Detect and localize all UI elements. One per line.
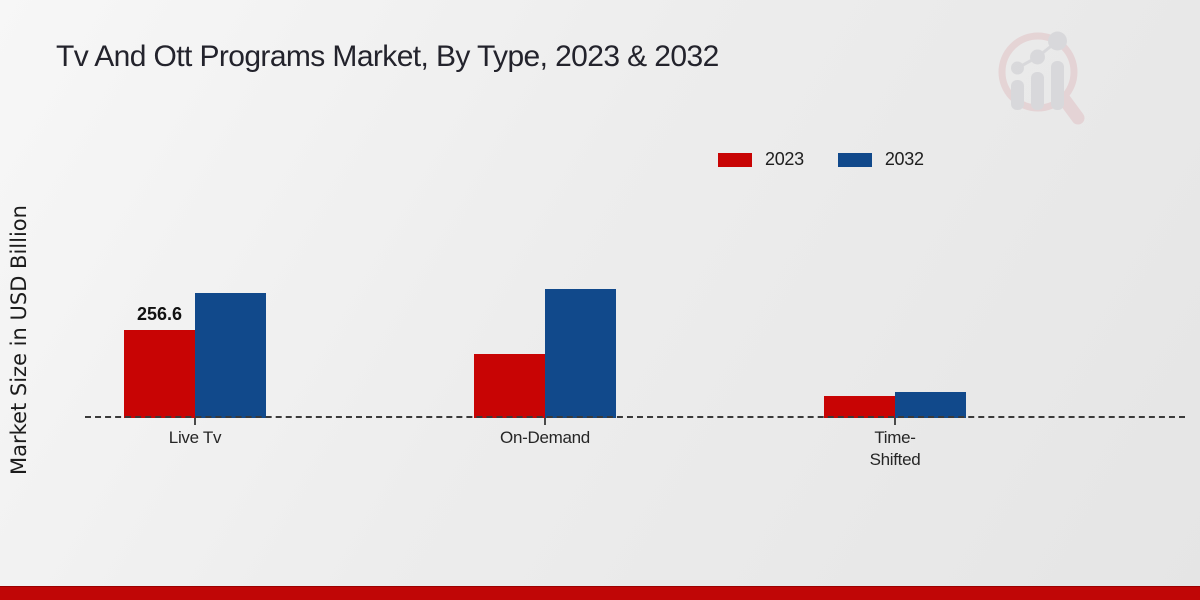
footer-red-bar: [0, 586, 1200, 600]
x-axis-tick-time-shifted: [894, 418, 896, 425]
value-label-2023-live-tv: 256.6: [136, 304, 183, 324]
bar-2032-time-shifted: [895, 392, 966, 418]
x-axis-baseline: [85, 416, 1185, 418]
bar-2032-on-demand: [545, 288, 616, 418]
chart-title: Tv And Ott Programs Market, By Type, 202…: [56, 40, 719, 73]
x-axis-tick-on-demand: [544, 418, 546, 425]
legend-item-2032: 2032: [837, 149, 924, 170]
x-axis-tick-live-tv: [194, 418, 196, 425]
bar-2023-time-shifted: [824, 396, 895, 418]
legend-item-2023: 2023: [718, 149, 804, 170]
bar-2023-live-tv: [124, 330, 195, 418]
legend: 2023 2032: [718, 149, 924, 170]
legend-swatch-2032: [837, 152, 872, 167]
market-research-future-logo-icon: [998, 31, 1085, 125]
category-label-time-shifted: Time- Shifted: [869, 428, 921, 470]
bar-2032-live-tv: [195, 292, 266, 418]
category-label-on-demand: On-Demand: [500, 428, 590, 447]
legend-label-2023: 2023: [765, 149, 804, 169]
bar-2023-on-demand: [474, 354, 545, 418]
category-label-live-tv: Live Tv: [168, 428, 222, 447]
legend-swatch-2023: [718, 152, 752, 167]
legend-label-2032: 2032: [884, 149, 924, 169]
